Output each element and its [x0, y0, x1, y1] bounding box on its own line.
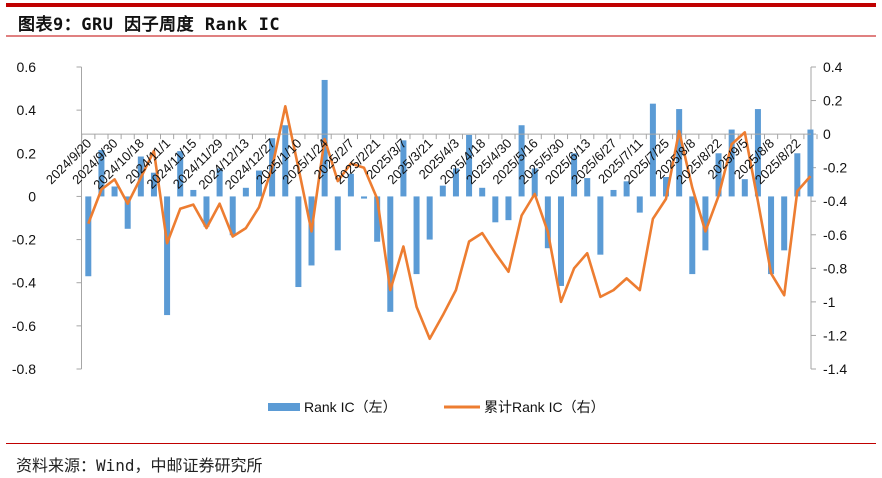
- right-tick-label: -1: [823, 294, 836, 310]
- bar-rank-ic: [492, 196, 499, 223]
- bar-rank-ic: [649, 103, 656, 197]
- bar-rank-ic: [702, 196, 709, 251]
- legend-label-line: 累计Rank IC（右）: [484, 399, 605, 415]
- bar-rank-ic: [531, 168, 538, 197]
- bar-rank-ic: [781, 196, 788, 251]
- right-tick-label: -0.2: [823, 160, 847, 176]
- bar-rank-ic: [715, 153, 722, 197]
- right-tick-label: -1.4: [823, 361, 847, 377]
- bar-rank-ic: [794, 153, 801, 197]
- bar-rank-ic: [728, 129, 735, 197]
- bar-rank-ic: [623, 181, 630, 197]
- right-tick-label: -1.2: [823, 327, 847, 343]
- bar-rank-ic: [400, 140, 407, 197]
- bar-rank-ic: [295, 196, 302, 288]
- bar-rank-ic: [229, 196, 236, 236]
- bar-rank-ic: [203, 196, 210, 227]
- bar-rank-ic: [505, 196, 512, 221]
- bar-rank-ic: [190, 189, 197, 197]
- figure-title: 图表9：GRU 因子周度 Rank IC: [18, 15, 281, 35]
- bar-rank-ic: [334, 196, 341, 251]
- title-underline: [6, 35, 876, 37]
- right-tick-label: -0.6: [823, 227, 847, 243]
- bar-rank-ic: [216, 168, 223, 197]
- bar-rank-ic: [177, 151, 184, 197]
- bar-rank-ic: [387, 196, 394, 312]
- bar-rank-ic: [347, 173, 354, 197]
- source-note: 资料来源：Wind，中邮证券研究所: [16, 456, 263, 475]
- bar-rank-ic: [610, 189, 617, 197]
- bar-rank-ic: [636, 196, 643, 213]
- right-tick-label: -0.8: [823, 260, 847, 276]
- bar-rank-ic: [676, 109, 683, 197]
- bar-rank-ic: [242, 187, 249, 197]
- left-tick-label: 0.2: [17, 145, 37, 161]
- bar-rank-ic: [544, 196, 551, 249]
- bar-rank-ic: [768, 196, 775, 275]
- bar-rank-ic: [452, 168, 459, 197]
- bar-rank-ic: [663, 177, 670, 197]
- left-tick-label: 0.4: [17, 102, 37, 118]
- bar-rank-ic: [479, 187, 486, 197]
- right-tick-label: 0.2: [823, 93, 843, 109]
- bar-rank-ic: [150, 172, 157, 197]
- bar-rank-ic: [754, 109, 761, 197]
- bar-rank-ic: [111, 186, 118, 197]
- left-tick-label: -0.4: [12, 275, 36, 291]
- bar-rank-ic: [571, 153, 578, 197]
- bar-rank-ic: [164, 196, 171, 316]
- top-red-rule: [6, 3, 876, 7]
- right-tick-label: -0.4: [823, 193, 847, 209]
- bottom-red-rule: [6, 443, 876, 444]
- bar-rank-ic: [98, 150, 105, 197]
- bar-rank-ic: [413, 196, 420, 275]
- bar-rank-ic: [557, 196, 564, 286]
- bar-rank-ic: [361, 196, 368, 199]
- left-tick-label: 0.6: [17, 59, 37, 75]
- bar-rank-ic: [374, 196, 381, 242]
- right-tick-label: 0: [823, 126, 831, 142]
- left-tick-label: 0: [28, 188, 36, 204]
- bar-rank-ic: [255, 170, 262, 197]
- bar-rank-ic: [426, 196, 433, 240]
- bar-rank-ic: [597, 196, 604, 255]
- bar-rank-ic: [85, 196, 92, 277]
- bar-rank-ic: [518, 125, 525, 197]
- legend-label-bar: Rank IC（左）: [304, 399, 397, 415]
- right-tick-label: 0.4: [823, 59, 843, 75]
- legend-swatch-bar: [268, 403, 300, 411]
- bar-rank-ic: [741, 179, 748, 197]
- bar-rank-ic: [584, 178, 591, 197]
- bar-rank-ic: [689, 196, 696, 275]
- bar-rank-ic: [124, 196, 131, 229]
- left-tick-label: -0.2: [12, 232, 36, 248]
- line-cumulative-rank-ic: [87, 105, 812, 341]
- bar-rank-ic: [807, 129, 814, 197]
- bar-rank-ic: [439, 185, 446, 197]
- left-tick-label: -0.6: [12, 318, 36, 334]
- left-tick-label: -0.8: [12, 361, 36, 377]
- rank-ic-chart: 0.6 0.4 0.2 0 -0.2 -0.4 -0.6 -0.8 0.4 0.2 0 -0.2 -0.…: [12, 59, 847, 415]
- bar-rank-ic: [282, 125, 289, 197]
- bar-rank-ic: [466, 134, 473, 197]
